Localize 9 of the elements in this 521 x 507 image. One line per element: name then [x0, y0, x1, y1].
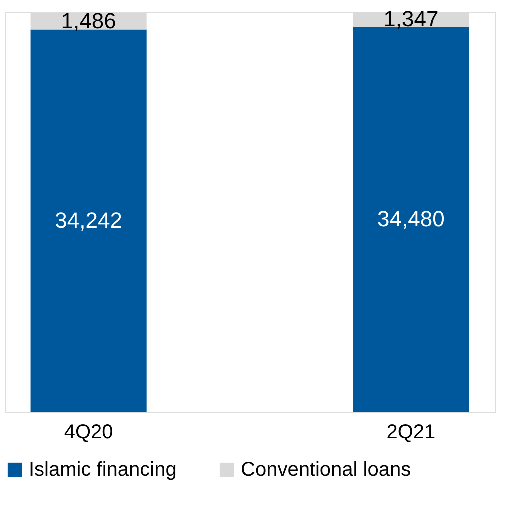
- x-tick-label: 4Q20: [64, 422, 114, 444]
- data-label: 1,486: [61, 8, 116, 34]
- legend-label: Conventional loans: [241, 459, 412, 481]
- data-label: 1,347: [384, 6, 439, 32]
- data-label: 34,480: [378, 206, 445, 232]
- legend-label: Islamic financing: [29, 459, 177, 481]
- x-tick-label: 2Q21: [386, 422, 436, 444]
- data-label: 34,242: [55, 208, 122, 233]
- bar: [30, 30, 147, 412]
